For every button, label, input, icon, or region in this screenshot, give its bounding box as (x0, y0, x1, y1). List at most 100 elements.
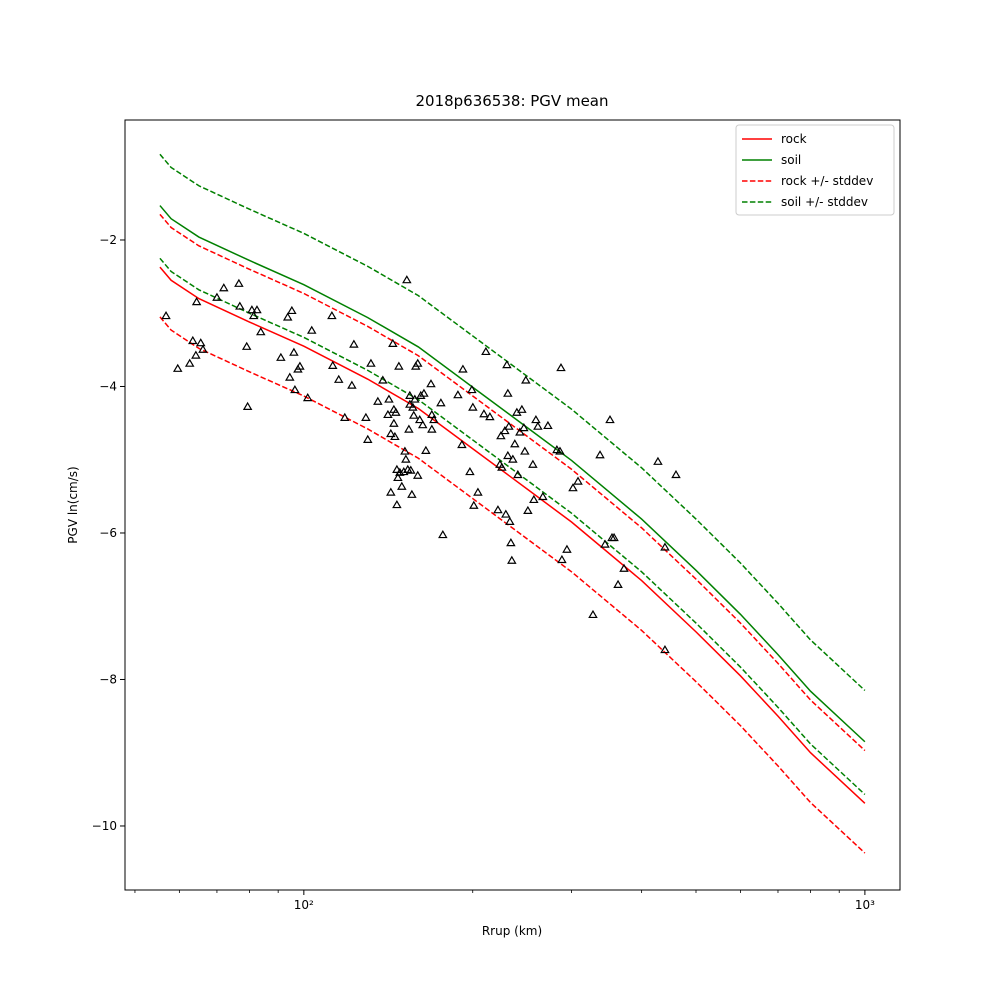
data-point (426, 379, 436, 388)
data-point (212, 292, 222, 301)
y-tick-label: −4 (99, 379, 117, 393)
data-point (416, 390, 426, 400)
data-point (412, 470, 423, 479)
data-point (500, 425, 510, 435)
data-point (198, 344, 208, 353)
data-point (513, 469, 523, 479)
data-point (573, 476, 583, 485)
data-point (515, 427, 525, 436)
data-point (386, 428, 396, 438)
data-point (242, 401, 253, 410)
data-point (391, 407, 401, 416)
y-axis-label: PGV ln(cm/s) (66, 466, 80, 543)
data-point (557, 554, 567, 564)
data-point (394, 361, 404, 370)
data-point (429, 414, 439, 424)
data-point (421, 445, 431, 454)
data-point (427, 424, 437, 433)
data-point (507, 555, 517, 564)
data-point (388, 338, 398, 347)
data-point (660, 542, 670, 551)
x-tick-label: 10³ (855, 898, 875, 912)
data-point (247, 305, 257, 314)
legend-box (735, 124, 895, 216)
data-point (485, 412, 495, 421)
data-point (327, 360, 338, 369)
data-point (384, 394, 394, 403)
data-point (234, 278, 244, 287)
data-point (184, 358, 195, 367)
data-point (256, 327, 266, 336)
data-point (502, 360, 512, 369)
data-point (405, 390, 415, 400)
data-point (528, 459, 538, 468)
y-tick-label: −2 (99, 233, 117, 247)
data-point (467, 384, 477, 394)
series-line (159, 213, 866, 752)
data-point (519, 423, 529, 432)
x-axis-label: Rrup (km) (482, 924, 542, 938)
data-point (195, 338, 206, 347)
data-point (473, 487, 483, 496)
data-point (503, 450, 513, 460)
data-point (295, 361, 305, 370)
data-point (393, 472, 403, 482)
data-point (517, 404, 527, 413)
data-point (276, 352, 286, 361)
data-point (407, 489, 417, 498)
data-point (408, 410, 419, 419)
series-line (159, 153, 866, 692)
data-point (568, 483, 578, 492)
y-tick-label: −6 (99, 526, 117, 540)
data-point (397, 481, 407, 490)
data-point (501, 509, 511, 518)
data-point (481, 346, 491, 356)
data-point (427, 409, 437, 419)
data-point (287, 305, 297, 315)
data-point (497, 462, 507, 471)
data-point (555, 446, 565, 455)
data-point (172, 363, 183, 372)
data-point (457, 439, 467, 449)
data-point (556, 362, 566, 372)
data-point (219, 283, 229, 292)
data-point (349, 339, 359, 348)
data-point (302, 393, 313, 402)
data-point (562, 544, 572, 553)
data-point (458, 364, 468, 373)
data-point (191, 350, 201, 359)
data-point (361, 412, 371, 421)
series-line (159, 205, 866, 743)
data-point (417, 420, 428, 429)
series-line (159, 266, 866, 804)
data-point (503, 388, 513, 397)
data-point (389, 418, 399, 427)
legend-label: soil +/- stddev (781, 195, 868, 209)
data-point (390, 431, 400, 441)
data-point (241, 341, 252, 350)
x-tick-label: 10² (294, 898, 314, 912)
data-point (453, 390, 463, 399)
data-point (523, 505, 533, 515)
legend-label: rock (781, 132, 807, 146)
data-point (521, 375, 531, 384)
y-tick-label: −10 (92, 819, 117, 833)
data-point (469, 500, 479, 509)
data-point (289, 347, 299, 356)
legend-label: soil (781, 153, 801, 167)
series-line (159, 316, 866, 854)
data-point (290, 384, 300, 394)
data-point (161, 310, 171, 320)
data-point (619, 563, 629, 572)
data-point (496, 431, 506, 440)
data-point (366, 358, 376, 367)
data-point (404, 424, 414, 433)
data-point (419, 388, 429, 397)
data-point (373, 396, 383, 405)
data-point (392, 464, 402, 473)
legend-label: rock +/- stddev (781, 174, 873, 188)
data-point (363, 434, 373, 443)
data-point (405, 399, 415, 408)
data-point (327, 310, 337, 320)
